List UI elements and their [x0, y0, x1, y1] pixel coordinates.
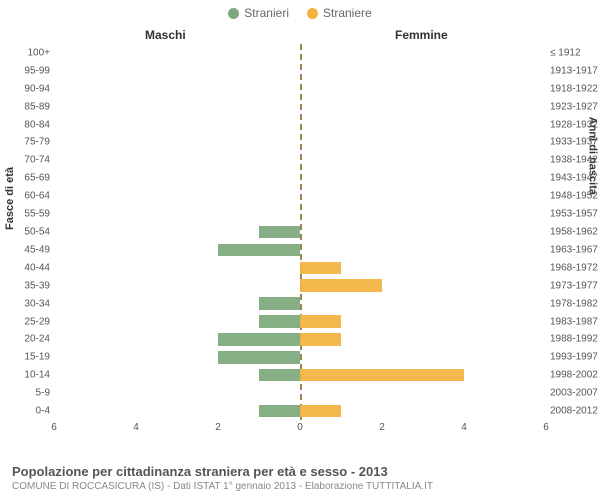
chart-area: 100+≤ 191295-991913-191790-941918-192285…	[54, 44, 546, 420]
chart-row: 15-191993-1997	[54, 348, 546, 366]
age-label: 95-99	[10, 65, 50, 76]
birth-label: 1968-1972	[550, 262, 600, 273]
legend: Stranieri Straniere	[0, 0, 600, 20]
birth-label: 1973-1977	[550, 280, 600, 291]
birth-label: 1918-1922	[550, 83, 600, 94]
birth-label: 1913-1917	[550, 65, 600, 76]
birth-label: 1998-2002	[550, 370, 600, 381]
age-label: 25-29	[10, 316, 50, 327]
birth-label: ≤ 1912	[550, 47, 600, 58]
bar-male	[259, 405, 300, 418]
bar-female	[300, 405, 341, 418]
birth-label: 1938-1942	[550, 155, 600, 166]
age-label: 100+	[10, 47, 50, 58]
bar-male	[259, 226, 300, 239]
age-label: 20-24	[10, 334, 50, 345]
chart-row: 20-241988-1992	[54, 330, 546, 348]
age-label: 40-44	[10, 262, 50, 273]
x-tick: 4	[461, 422, 467, 433]
bar-male	[259, 297, 300, 310]
x-tick: 4	[133, 422, 139, 433]
chart-row: 65-691943-1947	[54, 169, 546, 187]
x-tick: 0	[297, 422, 303, 433]
chart-row: 95-991913-1917	[54, 62, 546, 80]
birth-label: 1983-1987	[550, 316, 600, 327]
footer: Popolazione per cittadinanza straniera p…	[12, 464, 588, 492]
chart-row: 5-92003-2007	[54, 384, 546, 402]
chart-row: 80-841928-1932	[54, 116, 546, 134]
chart-row: 25-291983-1987	[54, 313, 546, 331]
chart-row: 90-941918-1922	[54, 80, 546, 98]
header-female: Femmine	[395, 28, 448, 42]
chart-title: Popolazione per cittadinanza straniera p…	[12, 464, 588, 479]
age-label: 75-79	[10, 137, 50, 148]
age-label: 5-9	[10, 388, 50, 399]
chart-row: 60-641948-1952	[54, 187, 546, 205]
age-label: 30-34	[10, 298, 50, 309]
birth-label: 2003-2007	[550, 388, 600, 399]
birth-label: 1933-1937	[550, 137, 600, 148]
chart-row: 10-141998-2002	[54, 366, 546, 384]
age-label: 55-59	[10, 209, 50, 220]
age-label: 0-4	[10, 406, 50, 417]
birth-label: 1958-1962	[550, 226, 600, 237]
x-tick: 2	[379, 422, 385, 433]
chart-row: 0-42008-2012	[54, 402, 546, 420]
birth-label: 1923-1927	[550, 101, 600, 112]
age-label: 50-54	[10, 226, 50, 237]
age-label: 15-19	[10, 352, 50, 363]
bar-female	[300, 315, 341, 328]
birth-label: 1988-1992	[550, 334, 600, 345]
legend-item-male: Stranieri	[228, 6, 289, 20]
x-tick: 6	[51, 422, 57, 433]
birth-label: 2008-2012	[550, 406, 600, 417]
birth-label: 1943-1947	[550, 173, 600, 184]
bar-male	[218, 333, 300, 346]
birth-label: 1978-1982	[550, 298, 600, 309]
age-label: 35-39	[10, 280, 50, 291]
age-label: 70-74	[10, 155, 50, 166]
chart-row: 35-391973-1977	[54, 277, 546, 295]
bar-female	[300, 279, 382, 292]
age-label: 10-14	[10, 370, 50, 381]
bar-female	[300, 369, 464, 382]
bar-male	[218, 351, 300, 364]
age-label: 80-84	[10, 119, 50, 130]
birth-label: 1993-1997	[550, 352, 600, 363]
chart-row: 70-741938-1942	[54, 151, 546, 169]
bar-male	[259, 315, 300, 328]
birth-label: 1948-1952	[550, 191, 600, 202]
birth-label: 1953-1957	[550, 209, 600, 220]
birth-label: 1928-1932	[550, 119, 600, 130]
swatch-female	[307, 8, 318, 19]
age-label: 90-94	[10, 83, 50, 94]
header-male: Maschi	[145, 28, 186, 42]
chart-row: 45-491963-1967	[54, 241, 546, 259]
chart-subtitle: COMUNE DI ROCCASICURA (IS) - Dati ISTAT …	[12, 481, 588, 492]
birth-label: 1963-1967	[550, 244, 600, 255]
swatch-male	[228, 8, 239, 19]
x-tick: 2	[215, 422, 221, 433]
bar-male	[259, 369, 300, 382]
bar-male	[218, 244, 300, 257]
age-label: 45-49	[10, 244, 50, 255]
bar-female	[300, 333, 341, 346]
legend-item-female: Straniere	[307, 6, 372, 20]
chart-row: 40-441968-1972	[54, 259, 546, 277]
age-label: 85-89	[10, 101, 50, 112]
bar-female	[300, 262, 341, 275]
chart-row: 50-541958-1962	[54, 223, 546, 241]
age-label: 65-69	[10, 173, 50, 184]
chart-row: 85-891923-1927	[54, 98, 546, 116]
x-tick: 6	[543, 422, 549, 433]
chart-row: 30-341978-1982	[54, 295, 546, 313]
chart-row: 75-791933-1937	[54, 134, 546, 152]
chart-row: 55-591953-1957	[54, 205, 546, 223]
age-label: 60-64	[10, 191, 50, 202]
legend-label-male: Stranieri	[244, 6, 289, 20]
legend-label-female: Straniere	[323, 6, 372, 20]
chart-row: 100+≤ 1912	[54, 44, 546, 62]
